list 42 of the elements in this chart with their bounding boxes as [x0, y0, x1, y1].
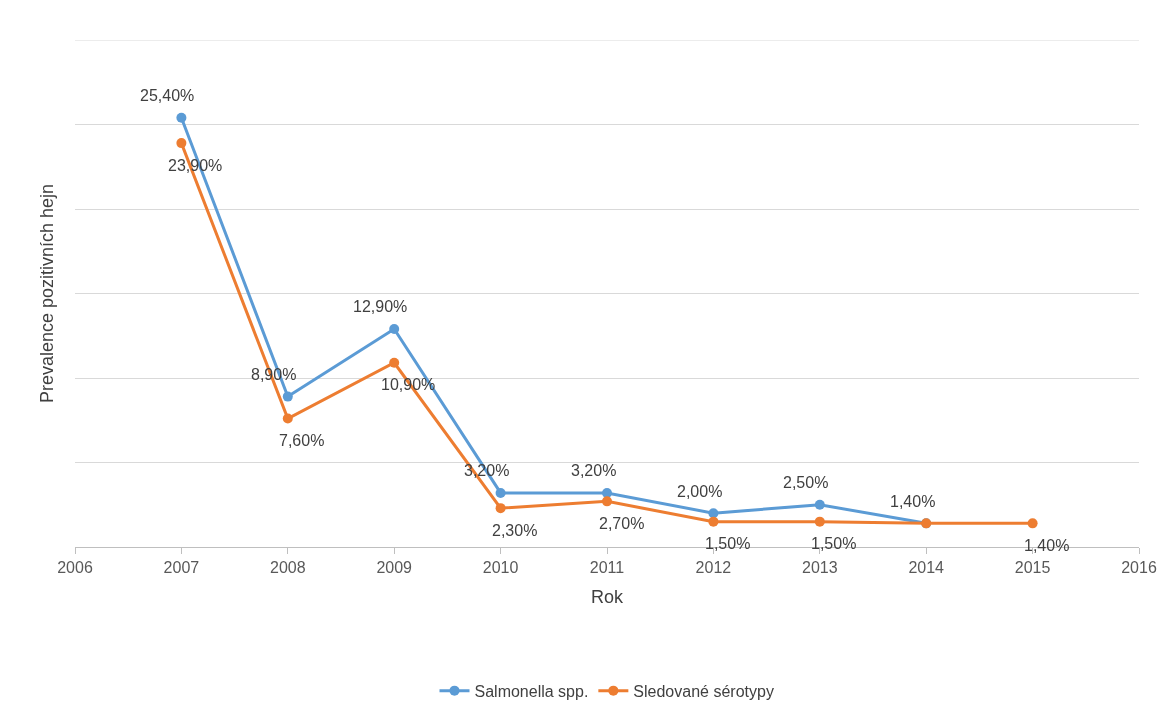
legend-label: Salmonella spp. — [474, 682, 589, 700]
x-tick-label: 2011 — [589, 559, 625, 577]
data-label: 2,50% — [783, 474, 829, 491]
point — [708, 516, 719, 527]
data-label: 1,40% — [890, 493, 936, 510]
x-tick-label: 2013 — [802, 559, 838, 577]
x-tick-label: 2006 — [57, 559, 93, 577]
point — [495, 487, 506, 498]
data-label: 2,00% — [677, 483, 723, 500]
point — [176, 138, 187, 149]
x-tick-label: 2014 — [908, 559, 945, 577]
point — [814, 499, 825, 510]
point — [708, 508, 719, 519]
point — [814, 516, 825, 527]
x-tick-label: 2008 — [270, 559, 306, 577]
x-tick-label: 2007 — [163, 559, 200, 577]
point — [389, 357, 400, 368]
data-label: 2,70% — [599, 515, 645, 532]
x-axis-title: Rok — [590, 587, 624, 608]
x-tick-label: 2010 — [482, 559, 519, 577]
data-label: 7,60% — [279, 432, 325, 449]
point — [602, 487, 612, 498]
point — [176, 112, 187, 123]
x-tick-label: 2012 — [695, 559, 732, 577]
point — [1027, 518, 1038, 529]
point — [495, 503, 506, 514]
point — [282, 413, 293, 424]
data-label: 3,20% — [571, 462, 617, 479]
legend-label: Sledované sérotypy — [633, 682, 774, 700]
x-tick-label: 2016 — [1121, 559, 1157, 577]
data-label: 1,50% — [811, 535, 857, 552]
data-label: 1,40% — [1024, 537, 1070, 554]
x-tick-label: 2009 — [376, 559, 413, 577]
data-label: 25,40% — [140, 87, 195, 104]
point — [282, 391, 293, 402]
data-label: 1,50% — [705, 535, 751, 552]
y-axis-title: Prevalence pozitivních hejn — [37, 183, 58, 404]
x-tick-label: 2015 — [1014, 559, 1051, 577]
point — [602, 496, 612, 507]
data-label: 2,30% — [492, 522, 538, 539]
point — [389, 323, 400, 334]
data-label: 12,90% — [353, 298, 408, 315]
